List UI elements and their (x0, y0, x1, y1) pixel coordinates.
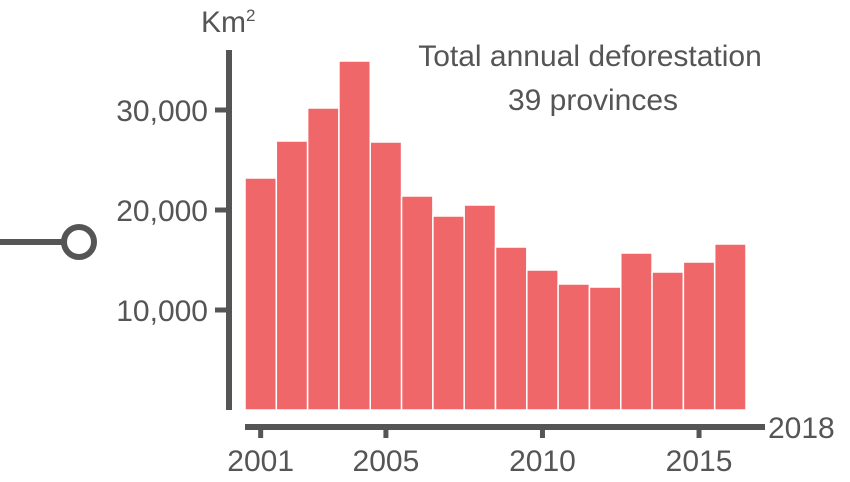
bar-2012 (588, 286, 622, 411)
y-tick-label: 30,000 (116, 95, 208, 128)
x-ticks-group: 2001 2005 2010 2015 (227, 427, 732, 478)
bar-2016 (713, 243, 747, 411)
bar-2014 (651, 271, 685, 411)
bar-2001 (244, 177, 278, 411)
bar-2009 (494, 246, 528, 411)
bar-2004 (338, 60, 371, 411)
bar-2013 (620, 252, 653, 411)
bar-2010 (526, 269, 559, 411)
bar-2002 (275, 140, 309, 411)
y-ticks-group: 10,000 20,000 30,000 (116, 95, 229, 328)
chart-subtitle: 39 provinces (508, 84, 678, 117)
y-tick-label: 20,000 (116, 195, 208, 228)
bars-group (244, 60, 747, 411)
bar-2011 (557, 283, 591, 411)
y-tick-label: 10,000 (116, 295, 208, 328)
x-tick-label: 2005 (353, 445, 420, 478)
bar-2006 (400, 195, 434, 411)
x-axis-end-label: 2018 (768, 412, 835, 445)
x-tick-label: 2001 (227, 445, 294, 478)
bar-2007 (432, 215, 465, 411)
x-tick-label: 2010 (509, 445, 576, 478)
bar-2015 (682, 261, 716, 411)
connector-node-icon (61, 224, 97, 260)
bar-2003 (306, 107, 340, 411)
x-tick-label: 2015 (666, 445, 733, 478)
bar-2008 (463, 204, 497, 411)
y-axis-label: Km2 (201, 6, 255, 39)
bar-2005 (369, 141, 403, 411)
chart-title: Total annual deforestation (418, 40, 762, 73)
